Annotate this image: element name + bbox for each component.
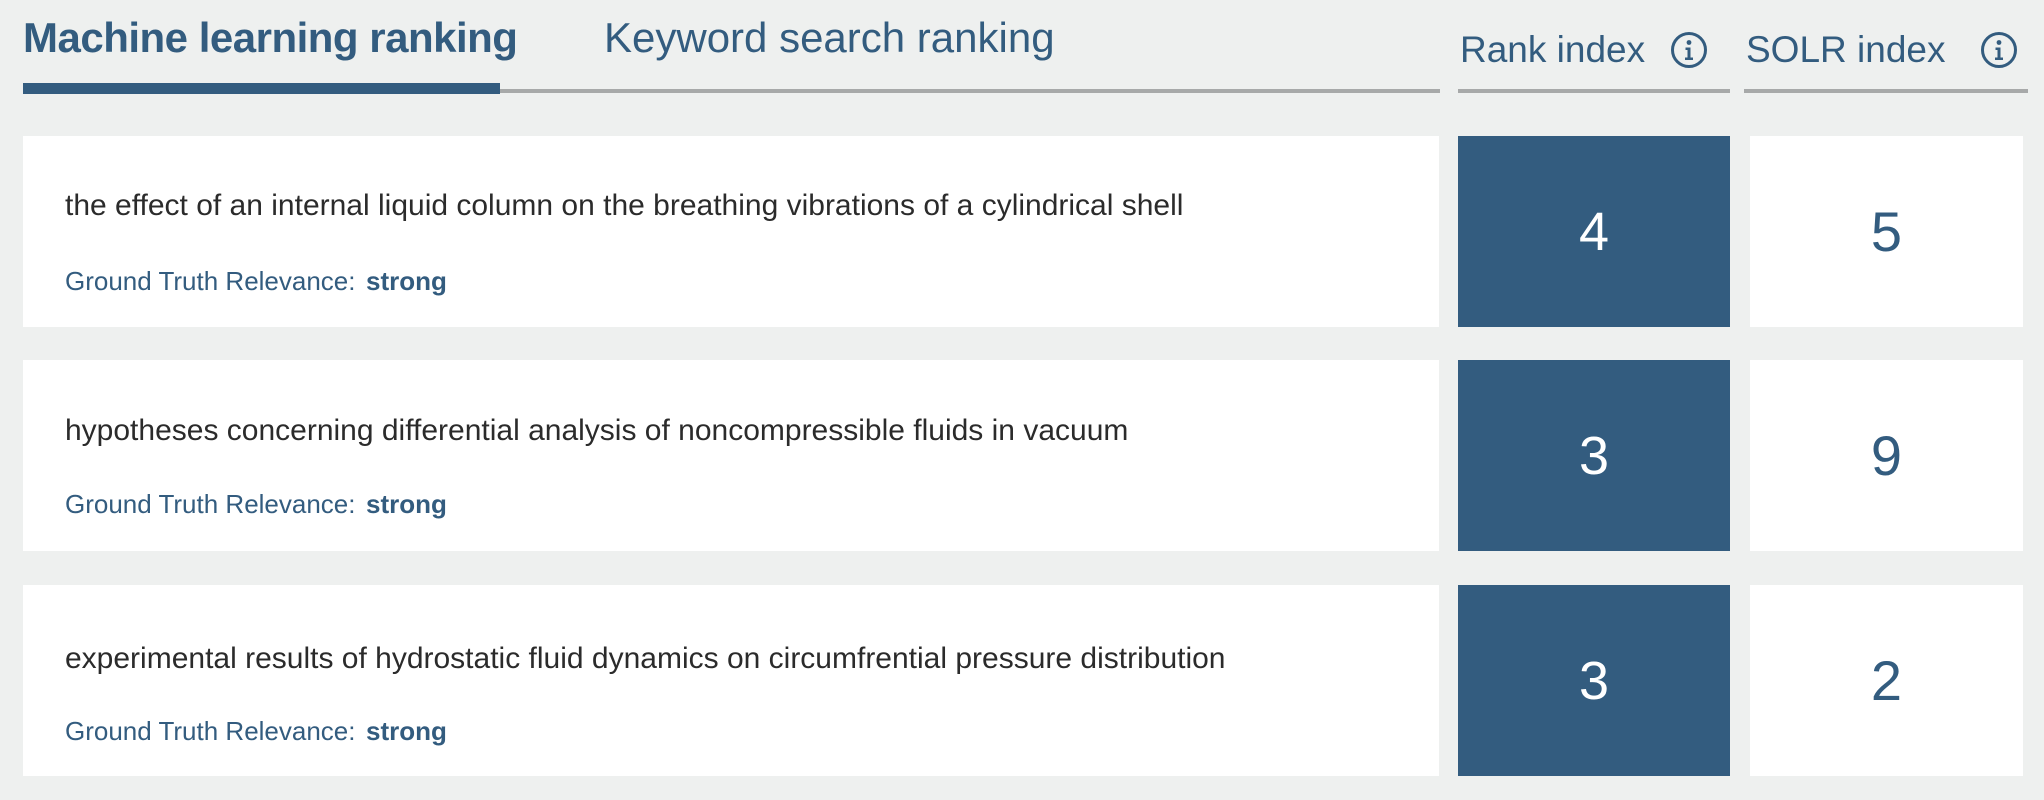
rank-index-divider [1458,89,1730,93]
relevance-value: strong [366,266,447,296]
solr-index-label: SOLR index [1746,29,1946,70]
relevance-label: Ground Truth Relevance: [65,266,356,296]
document-card[interactable]: hypotheses concerning differential analy… [23,360,1439,551]
document-title: hypotheses concerning differential analy… [65,414,1129,447]
solr-index-value: 9 [1750,360,2023,551]
ground-truth-relevance: Ground Truth Relevance: strong [65,487,447,521]
ground-truth-relevance: Ground Truth Relevance: strong [65,714,447,748]
solr-index-header: SOLR index [1744,0,2028,94]
info-icon[interactable] [1670,31,1708,69]
rank-index-value: 3 [1458,360,1730,551]
rank-index-value: 3 [1458,585,1730,776]
tab-machine-learning-ranking[interactable]: Machine learning ranking [23,14,518,61]
solr-index-value: 2 [1750,585,2023,776]
result-row: experimental results of hydrostatic flui… [23,585,2023,776]
active-tab-indicator [23,83,500,94]
rank-index-label: Rank index [1460,29,1646,70]
rank-index-value: 4 [1458,136,1730,327]
document-card[interactable]: experimental results of hydrostatic flui… [23,585,1439,776]
tab-divider [23,89,1440,93]
result-row: the effect of an internal liquid column … [23,136,2023,327]
relevance-value: strong [366,489,447,519]
info-icon[interactable] [1980,31,2018,69]
relevance-label: Ground Truth Relevance: [65,716,356,746]
ground-truth-relevance: Ground Truth Relevance: strong [65,264,447,298]
document-title: the effect of an internal liquid column … [65,189,1184,222]
ranking-tabs: Machine learning ranking Keyword search … [23,0,1440,94]
solr-index-divider [1744,89,2028,93]
result-row: hypotheses concerning differential analy… [23,360,2023,551]
relevance-label: Ground Truth Relevance: [65,489,356,519]
tab-keyword-search-ranking[interactable]: Keyword search ranking [604,14,1055,61]
document-card[interactable]: the effect of an internal liquid column … [23,136,1439,327]
solr-index-value: 5 [1750,136,2023,327]
document-title: experimental results of hydrostatic flui… [65,642,1226,675]
rank-index-header: Rank index [1458,0,1730,94]
relevance-value: strong [366,716,447,746]
